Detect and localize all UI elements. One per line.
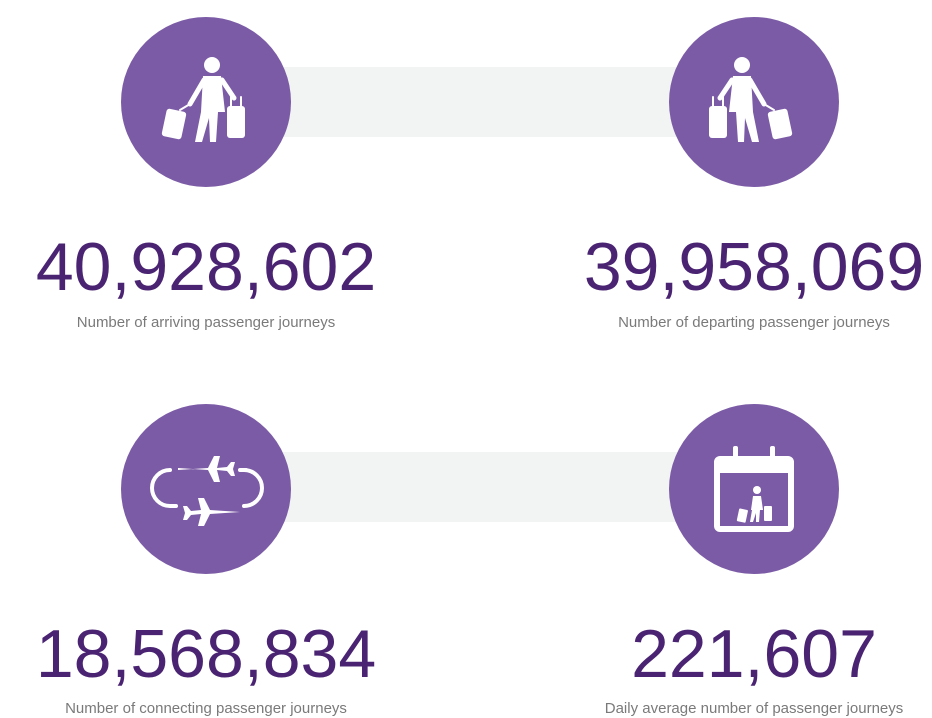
stat-value: 39,958,069 <box>584 229 924 305</box>
icon-circle <box>121 404 291 574</box>
connecting-icon <box>150 456 264 526</box>
stat-label: Number of arriving passenger journeys <box>77 314 335 331</box>
stat-label: Number of departing passenger journeys <box>618 314 890 331</box>
connector <box>280 452 680 522</box>
departure-icon <box>709 57 793 142</box>
arrival-icon <box>161 57 245 142</box>
stat-value: 40,928,602 <box>36 229 376 305</box>
stat-value: 18,568,834 <box>36 616 376 692</box>
calendar-icon <box>714 446 794 532</box>
connector <box>280 67 680 137</box>
icon-circle <box>669 17 839 187</box>
stat-value: 221,607 <box>631 616 877 692</box>
stat-label: Daily average number of passenger journe… <box>605 700 904 717</box>
stat-label: Number of connecting passenger journeys <box>65 700 347 717</box>
